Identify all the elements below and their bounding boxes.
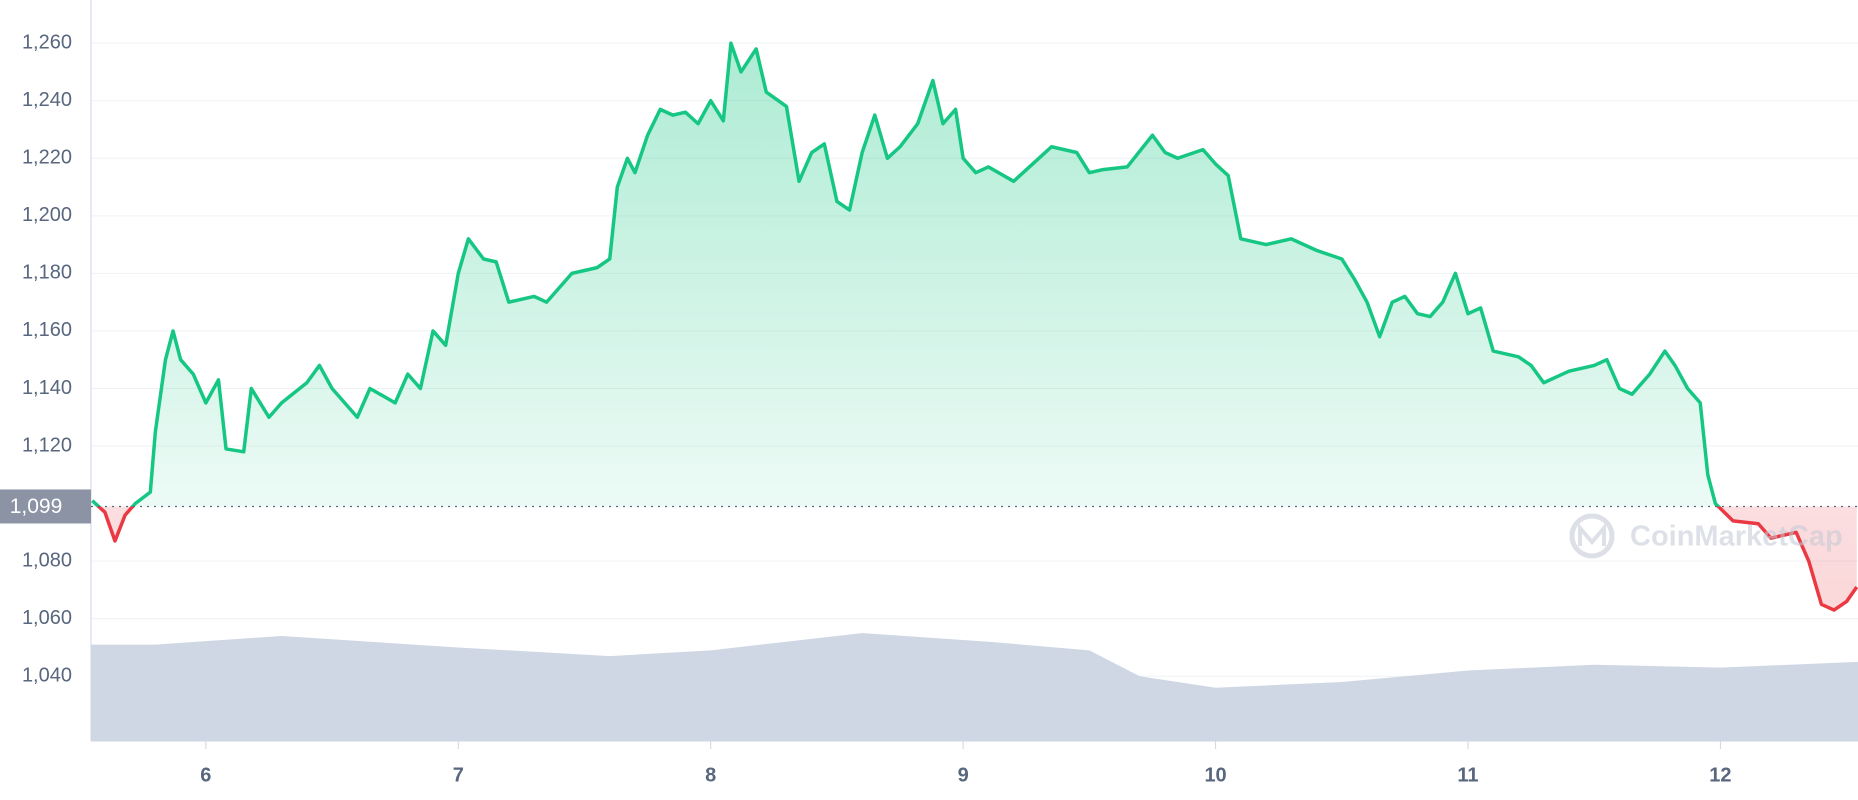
x-tick-label: 11	[1457, 764, 1478, 786]
y-tick-label: 1,260	[22, 31, 72, 53]
x-tick-label: 10	[1204, 764, 1226, 786]
reference-label: 1,099	[10, 495, 63, 518]
y-tick-label: 1,140	[22, 377, 72, 399]
y-tick-label: 1,200	[22, 204, 72, 226]
y-tick-label: 1,040	[22, 665, 72, 687]
y-tick-label: 1,240	[22, 89, 72, 111]
y-tick-label: 1,220	[22, 147, 72, 169]
watermark-text: CoinMarketCap	[1630, 521, 1843, 553]
x-tick-label: 7	[453, 764, 464, 786]
x-tick-label: 9	[958, 764, 969, 786]
price-line-up	[91, 41, 1721, 507]
area-up	[92, 43, 1719, 507]
reference-box	[0, 489, 91, 524]
y-tick-label: 1,060	[22, 607, 72, 629]
volume-area	[91, 633, 1858, 741]
x-tick-label: 12	[1709, 764, 1731, 786]
x-tick-label: 6	[200, 764, 211, 786]
y-tick-label: 1,120	[22, 434, 72, 456]
watermark: CoinMarketCap	[1569, 513, 1843, 559]
y-tick-label: 1,180	[22, 262, 72, 284]
y-tick-label: 1,080	[22, 549, 72, 571]
y-tick-label: 1,160	[22, 319, 72, 341]
x-tick-label: 8	[705, 764, 716, 786]
